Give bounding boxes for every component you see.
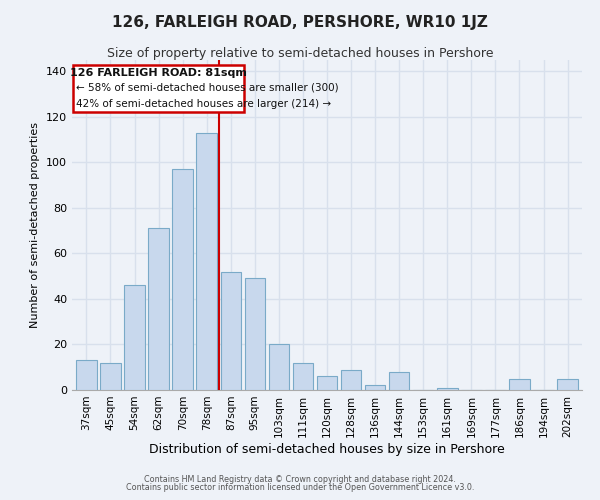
Bar	[148, 228, 169, 390]
Bar	[557, 378, 578, 390]
Text: ← 58% of semi-detached houses are smaller (300): ← 58% of semi-detached houses are smalle…	[76, 83, 338, 93]
Text: Size of property relative to semi-detached houses in Pershore: Size of property relative to semi-detach…	[107, 48, 493, 60]
Bar	[365, 386, 385, 390]
Y-axis label: Number of semi-detached properties: Number of semi-detached properties	[31, 122, 40, 328]
Bar	[172, 169, 193, 390]
Bar	[437, 388, 458, 390]
Text: 42% of semi-detached houses are larger (214) →: 42% of semi-detached houses are larger (…	[76, 98, 331, 108]
Bar	[221, 272, 241, 390]
Text: Contains HM Land Registry data © Crown copyright and database right 2024.: Contains HM Land Registry data © Crown c…	[144, 475, 456, 484]
Bar	[76, 360, 97, 390]
FancyBboxPatch shape	[73, 64, 244, 112]
Bar	[269, 344, 289, 390]
Bar	[389, 372, 409, 390]
Text: 126, FARLEIGH ROAD, PERSHORE, WR10 1JZ: 126, FARLEIGH ROAD, PERSHORE, WR10 1JZ	[112, 15, 488, 30]
Bar	[124, 286, 145, 390]
Bar	[509, 378, 530, 390]
X-axis label: Distribution of semi-detached houses by size in Pershore: Distribution of semi-detached houses by …	[149, 442, 505, 456]
Bar	[245, 278, 265, 390]
Bar	[317, 376, 337, 390]
Bar	[196, 133, 217, 390]
Bar	[293, 362, 313, 390]
Bar	[341, 370, 361, 390]
Bar	[100, 362, 121, 390]
Text: Contains public sector information licensed under the Open Government Licence v3: Contains public sector information licen…	[126, 484, 474, 492]
Text: 126 FARLEIGH ROAD: 81sqm: 126 FARLEIGH ROAD: 81sqm	[70, 68, 247, 78]
